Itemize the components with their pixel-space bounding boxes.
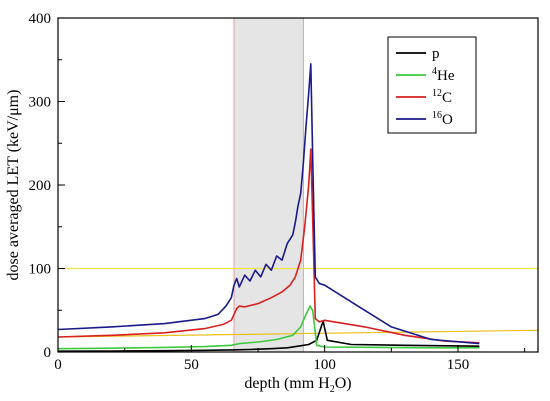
- x-tick-label: 100: [313, 357, 336, 373]
- ticks-layer: 0 50 100 150 0 100 200 300 400: [29, 11, 526, 373]
- series-line-o: [57, 63, 480, 345]
- y-tick-label: 200: [29, 178, 52, 194]
- legend-label-p: p: [432, 46, 440, 62]
- legend-label-o: 16O: [432, 110, 453, 128]
- y-tick-label: 0: [44, 345, 52, 361]
- x-tick-label: 0: [54, 357, 62, 373]
- legend-label-c: 12C: [432, 88, 452, 106]
- x-axis-label: depth (mm H2O): [244, 375, 351, 395]
- y-axis-label: dose averaged LET (keV/μm): [5, 90, 22, 281]
- legend-label-he: 4He: [432, 66, 455, 84]
- series-line-he: [57, 305, 480, 350]
- legend: p 4He 12C 16O: [387, 36, 477, 134]
- series-line-c: [57, 148, 480, 344]
- x-tick-label: 150: [447, 357, 470, 373]
- reference-line-1: [57, 329, 539, 338]
- y-tick-label: 100: [29, 262, 52, 278]
- shaded-region: [234, 18, 304, 352]
- x-tick-label: 50: [184, 357, 199, 373]
- y-tick-label: 400: [29, 11, 52, 27]
- y-tick-label: 300: [29, 95, 52, 111]
- shaded-region-layer: [233, 18, 304, 352]
